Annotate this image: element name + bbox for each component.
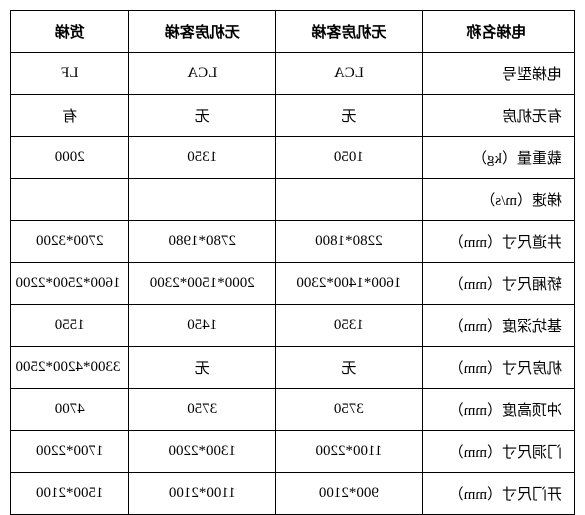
cell: 1050 — [276, 137, 423, 179]
table-row: 电梯型号 LCA LCA LF — [11, 53, 575, 95]
cell: 无 — [129, 95, 276, 137]
row-label: 开门尺寸（mm） — [422, 473, 574, 515]
table-row: 载重量（kg） 1050 1350 2000 — [11, 137, 575, 179]
cell: 无 — [129, 347, 276, 389]
cell: 1500*2100 — [11, 473, 129, 515]
table-header-row: 电梯名称 无机房客梯 无机房客梯 货梯 — [11, 11, 575, 53]
cell: 2000 — [11, 137, 129, 179]
row-label: 载重量（kg） — [422, 137, 574, 179]
cell: 1100*2200 — [276, 431, 423, 473]
spec-table: 电梯名称 无机房客梯 无机房客梯 货梯 电梯型号 LCA LCA LF 有无机房… — [10, 10, 575, 515]
row-label: 梯速（m/s） — [422, 179, 574, 221]
table-row: 基坑深度（mm） 1350 1450 1550 — [11, 305, 575, 347]
cell: LCA — [129, 53, 276, 95]
cell: 1100*2100 — [129, 473, 276, 515]
cell — [129, 179, 276, 221]
cell: 无 — [276, 95, 423, 137]
cell — [276, 179, 423, 221]
row-label: 轿厢尺寸（mm） — [422, 263, 574, 305]
cell: 有 — [11, 95, 129, 137]
row-label: 基坑深度（mm） — [422, 305, 574, 347]
cell: 3750 — [129, 389, 276, 431]
cell: 3300*4200*2500 — [11, 347, 129, 389]
cell: LF — [11, 53, 129, 95]
table-row: 有无机房 无 无 有 — [11, 95, 575, 137]
cell: 4700 — [11, 389, 129, 431]
cell — [11, 179, 129, 221]
cell: 1350 — [129, 137, 276, 179]
cell: 2000*1500*2300 — [129, 263, 276, 305]
header-cell: 电梯名称 — [422, 11, 574, 53]
cell: 3750 — [276, 389, 423, 431]
row-label: 井道尺寸（mm） — [422, 221, 574, 263]
row-label: 有无机房 — [422, 95, 574, 137]
header-cell: 无机房客梯 — [129, 11, 276, 53]
table-row: 轿厢尺寸（mm） 1600*1400*2300 2000*1500*2300 1… — [11, 263, 575, 305]
cell: 1600*2500*2200 — [11, 263, 129, 305]
cell: 1350 — [276, 305, 423, 347]
cell: 无 — [276, 347, 423, 389]
table-row: 梯速（m/s） — [11, 179, 575, 221]
cell: 1300*2200 — [129, 431, 276, 473]
cell: LCA — [276, 53, 423, 95]
table-row: 冲顶高度（mm） 3750 3750 4700 — [11, 389, 575, 431]
table-row: 门洞尺寸（mm） 1100*2200 1300*2200 1700*2200 — [11, 431, 575, 473]
cell: 1450 — [129, 305, 276, 347]
row-label: 机房尺寸（mm） — [422, 347, 574, 389]
row-label: 门洞尺寸（mm） — [422, 431, 574, 473]
cell: 2700*3200 — [11, 221, 129, 263]
cell: 2780*1980 — [129, 221, 276, 263]
cell: 1700*2200 — [11, 431, 129, 473]
table-row: 机房尺寸（mm） 无 无 3300*4200*2500 — [11, 347, 575, 389]
cell: 2280*1800 — [276, 221, 423, 263]
cell: 1550 — [11, 305, 129, 347]
header-cell: 无机房客梯 — [276, 11, 423, 53]
cell: 1600*1400*2300 — [276, 263, 423, 305]
table-row: 开门尺寸（mm） 900*2100 1100*2100 1500*2100 — [11, 473, 575, 515]
row-label: 冲顶高度（mm） — [422, 389, 574, 431]
row-label: 电梯型号 — [422, 53, 574, 95]
cell: 900*2100 — [276, 473, 423, 515]
header-cell: 货梯 — [11, 11, 129, 53]
table-row: 井道尺寸（mm） 2280*1800 2780*1980 2700*3200 — [11, 221, 575, 263]
